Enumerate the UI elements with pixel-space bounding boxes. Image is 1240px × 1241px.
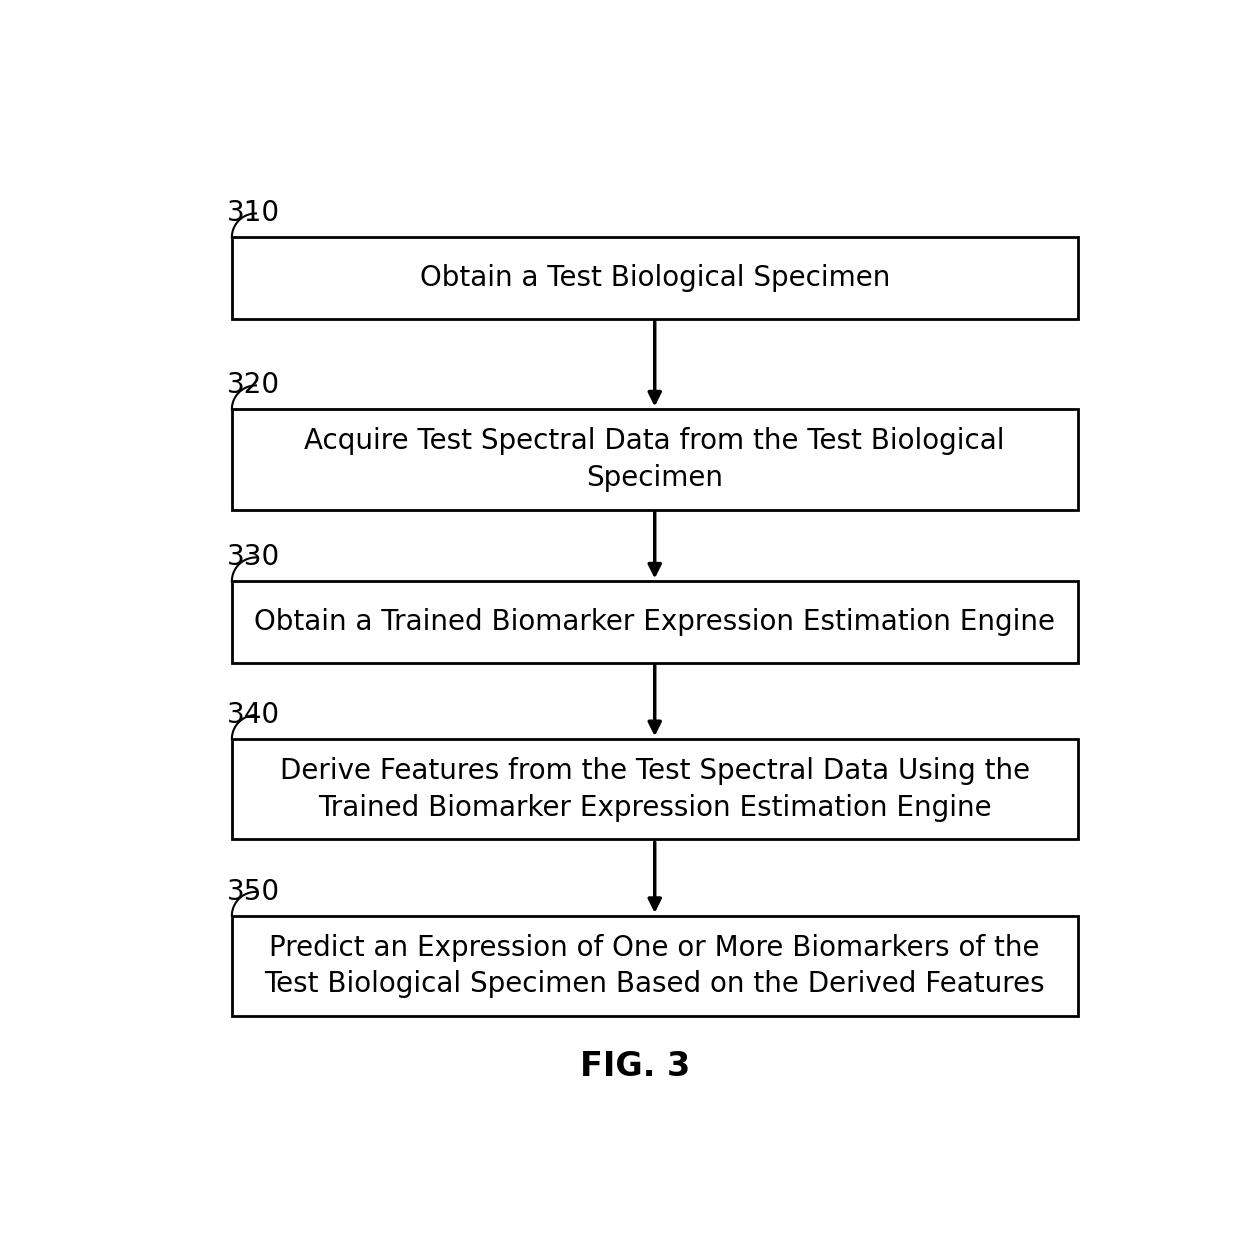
Bar <box>232 237 1078 319</box>
Text: 340: 340 <box>227 701 280 730</box>
Text: Derive Features from the Test Spectral Data Using the
Trained Biomarker Expressi: Derive Features from the Test Spectral D… <box>280 757 1029 822</box>
Text: Acquire Test Spectral Data from the Test Biological
Specimen: Acquire Test Spectral Data from the Test… <box>305 427 1004 491</box>
Bar <box>232 410 1078 510</box>
Text: FIG. 3: FIG. 3 <box>580 1050 691 1082</box>
Text: Obtain a Trained Biomarker Expression Estimation Engine: Obtain a Trained Biomarker Expression Es… <box>254 608 1055 635</box>
Text: 330: 330 <box>227 544 280 571</box>
Text: 320: 320 <box>227 371 280 400</box>
Text: 310: 310 <box>227 200 280 227</box>
Bar <box>232 916 1078 1016</box>
Bar <box>232 581 1078 663</box>
Text: Obtain a Test Biological Specimen: Obtain a Test Biological Specimen <box>419 264 890 292</box>
Text: 350: 350 <box>227 877 280 906</box>
Text: Predict an Expression of One or More Biomarkers of the
Test Biological Specimen : Predict an Expression of One or More Bio… <box>264 933 1045 998</box>
Bar <box>232 738 1078 839</box>
